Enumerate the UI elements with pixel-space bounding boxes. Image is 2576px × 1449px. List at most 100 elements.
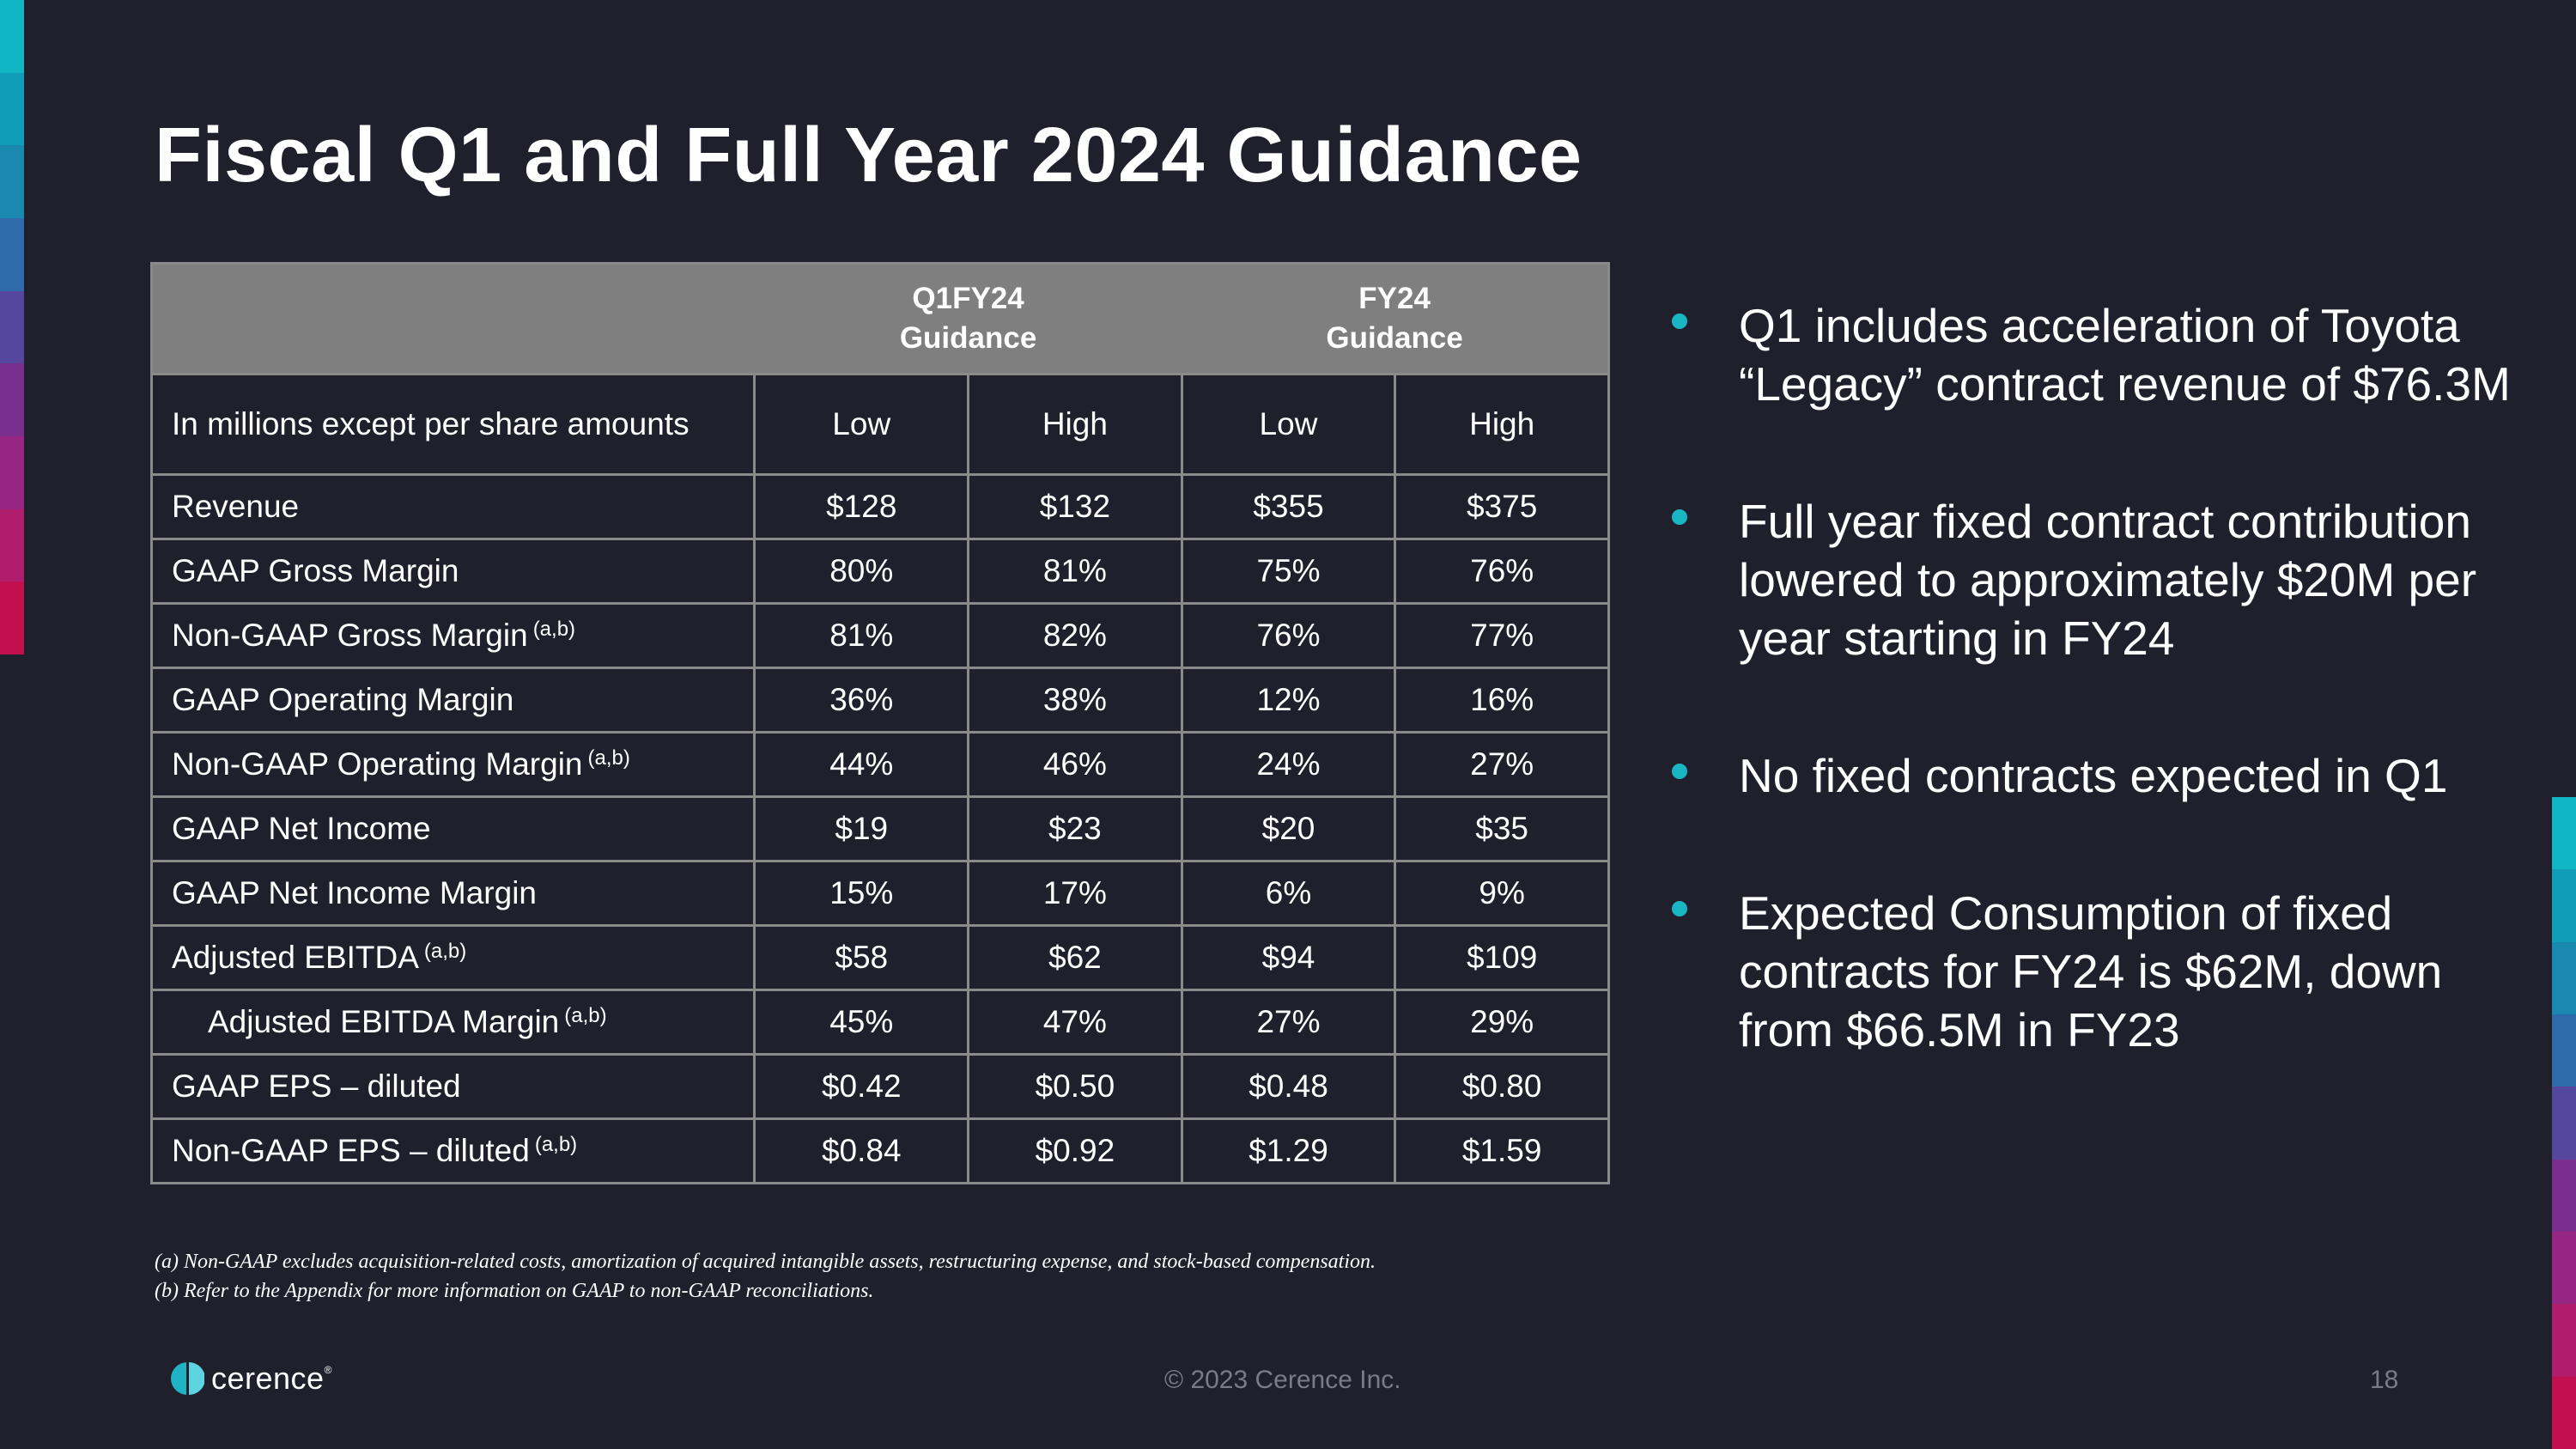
row-value: 38%: [967, 667, 1183, 734]
table-row: GAAP Net Income $19 $23 $20 $35: [149, 795, 1610, 862]
row-label-text: Non-GAAP EPS – diluted: [172, 1133, 530, 1168]
row-label: GAAP Net Income: [149, 795, 756, 862]
footnote-marker: (a,b): [587, 746, 630, 770]
table-row: Revenue $128 $132 $355 $375: [149, 473, 1610, 540]
logo-wordmark-text: cerence: [211, 1361, 325, 1396]
row-label-text: GAAP Net Income: [172, 811, 431, 846]
row-value: 16%: [1394, 667, 1610, 734]
row-label-text: Non-GAAP Gross Margin: [172, 618, 528, 653]
row-value: 77%: [1394, 602, 1610, 669]
footnote-a: (a) Non-GAAP excludes acquisition-relate…: [155, 1251, 1376, 1273]
row-value: 47%: [967, 989, 1183, 1056]
table-row: Non-GAAP Operating Margin (a,b) 44% 46% 2…: [149, 731, 1610, 798]
right-accent-stripe: [2552, 797, 2576, 1449]
footnotes: (a) Non-GAAP excludes acquisition-relate…: [155, 1247, 1376, 1306]
footnote-b: (b) Refer to the Appendix for more infor…: [155, 1280, 874, 1302]
row-value: 6%: [1180, 860, 1397, 927]
row-value: 76%: [1394, 538, 1610, 605]
copyright-notice: © 2023 Cerence Inc.: [1164, 1366, 1401, 1394]
bullet-text: Expected Consumption of fixed contracts …: [1739, 886, 2443, 1056]
row-value: $1.29: [1180, 1117, 1397, 1184]
row-value: 17%: [967, 860, 1183, 927]
table-row: Non-GAAP EPS – diluted (a,b) $0.84 $0.92 …: [149, 1117, 1610, 1184]
row-value: $0.80: [1394, 1053, 1610, 1120]
table-row: GAAP Net Income Margin 15% 17% 6% 9%: [149, 860, 1610, 927]
row-value: 76%: [1180, 602, 1397, 669]
row-value: 12%: [1180, 667, 1397, 734]
footnote-marker: (a,b): [532, 618, 576, 641]
column-header-fy-low: Low: [1180, 373, 1397, 476]
row-label-text: Adjusted EBITDA: [172, 940, 419, 975]
table-row: GAAP Operating Margin 36% 38% 12% 16%: [149, 667, 1610, 734]
table-row: Adjusted EBITDA (a,b) $58 $62 $94 $109: [149, 924, 1610, 991]
row-value: $23: [967, 795, 1183, 862]
row-label-text: GAAP Gross Margin: [172, 553, 459, 588]
column-header-fy-high: High: [1394, 373, 1610, 476]
row-label: Revenue: [149, 473, 756, 540]
row-value: $132: [967, 473, 1183, 540]
row-value: 46%: [967, 731, 1183, 798]
bullet-item: Expected Consumption of fixed contracts …: [1662, 884, 2537, 1059]
bullet-text: Q1 includes acceleration of Toyota “Lega…: [1739, 299, 2511, 411]
bullet-item: Q1 includes acceleration of Toyota “Lega…: [1662, 296, 2537, 413]
group-header-row: Q1FY24 Guidance FY24 Guidance: [149, 262, 1611, 375]
group-header-fy24-line2: Guidance: [1326, 321, 1463, 355]
row-value: 36%: [753, 667, 970, 734]
row-value: 27%: [1394, 731, 1610, 798]
row-value: $0.42: [753, 1053, 970, 1120]
row-value: $1.59: [1394, 1117, 1610, 1184]
left-accent-stripe: [0, 0, 24, 655]
row-value: $94: [1180, 924, 1397, 991]
row-label: Non-GAAP EPS – diluted (a,b): [149, 1117, 756, 1184]
row-value: 75%: [1180, 538, 1397, 605]
row-value: 82%: [967, 602, 1183, 669]
table-row: Adjusted EBITDA Margin (a,b) 45% 47% 27% …: [149, 989, 1610, 1056]
row-label-text: GAAP Operating Margin: [172, 682, 514, 717]
row-label-text: GAAP EPS – diluted: [172, 1068, 461, 1104]
row-value: $0.50: [967, 1053, 1183, 1120]
cerence-logo: cerence®: [170, 1361, 332, 1397]
row-value: 45%: [753, 989, 970, 1056]
row-value: $58: [753, 924, 970, 991]
bullet-dot-icon: [1672, 764, 1687, 779]
bullet-list: Q1 includes acceleration of Toyota “Lega…: [1662, 296, 2537, 1138]
bullet-item: Full year fixed contract contribution lo…: [1662, 492, 2537, 667]
row-value: $375: [1394, 473, 1610, 540]
footnote-marker: (a,b): [423, 940, 467, 963]
row-value: $0.92: [967, 1117, 1183, 1184]
row-value: $0.84: [753, 1117, 970, 1184]
group-header-blank: [149, 262, 755, 375]
row-value: 80%: [753, 538, 970, 605]
row-value: $109: [1394, 924, 1610, 991]
bullet-text: No fixed contracts expected in Q1: [1739, 749, 2448, 802]
row-value: 9%: [1394, 860, 1610, 927]
row-label: GAAP EPS – diluted: [149, 1053, 756, 1120]
row-label: GAAP Gross Margin: [149, 538, 756, 605]
group-header-fy24-line1: FY24: [1358, 282, 1431, 315]
row-label: GAAP Operating Margin: [149, 667, 756, 734]
bullet-dot-icon: [1672, 901, 1687, 916]
bullet-item: No fixed contracts expected in Q1: [1662, 746, 2537, 805]
row-value: $20: [1180, 795, 1397, 862]
column-header-q1-high: High: [967, 373, 1183, 476]
row-value: 24%: [1180, 731, 1397, 798]
bullet-dot-icon: [1672, 314, 1687, 329]
guidance-table: Q1FY24 Guidance FY24 Guidance In million…: [149, 262, 1611, 1184]
row-label: Non-GAAP Operating Margin (a,b): [149, 731, 756, 798]
row-label: GAAP Net Income Margin: [149, 860, 756, 927]
row-label: Adjusted EBITDA (a,b): [149, 924, 756, 991]
row-label: Non-GAAP Gross Margin (a,b): [149, 602, 756, 669]
page-number: 18: [2370, 1366, 2399, 1394]
cerence-logo-icon: [171, 1362, 204, 1395]
row-value: 44%: [753, 731, 970, 798]
row-value: $355: [1180, 473, 1397, 540]
logo-wordmark: cerence®: [211, 1361, 332, 1397]
row-label: Adjusted EBITDA Margin (a,b): [149, 989, 756, 1056]
row-label-text: Revenue: [172, 489, 300, 524]
table-row: GAAP Gross Margin 80% 81% 75% 76%: [149, 538, 1610, 605]
row-label-text: Adjusted EBITDA Margin: [208, 1004, 560, 1039]
footnote-marker: (a,b): [564, 1004, 607, 1027]
column-header-q1-low: Low: [753, 373, 970, 476]
table-row: GAAP EPS – diluted $0.42 $0.50 $0.48 $0.…: [149, 1053, 1610, 1120]
row-label-text: GAAP Net Income Margin: [172, 875, 537, 910]
